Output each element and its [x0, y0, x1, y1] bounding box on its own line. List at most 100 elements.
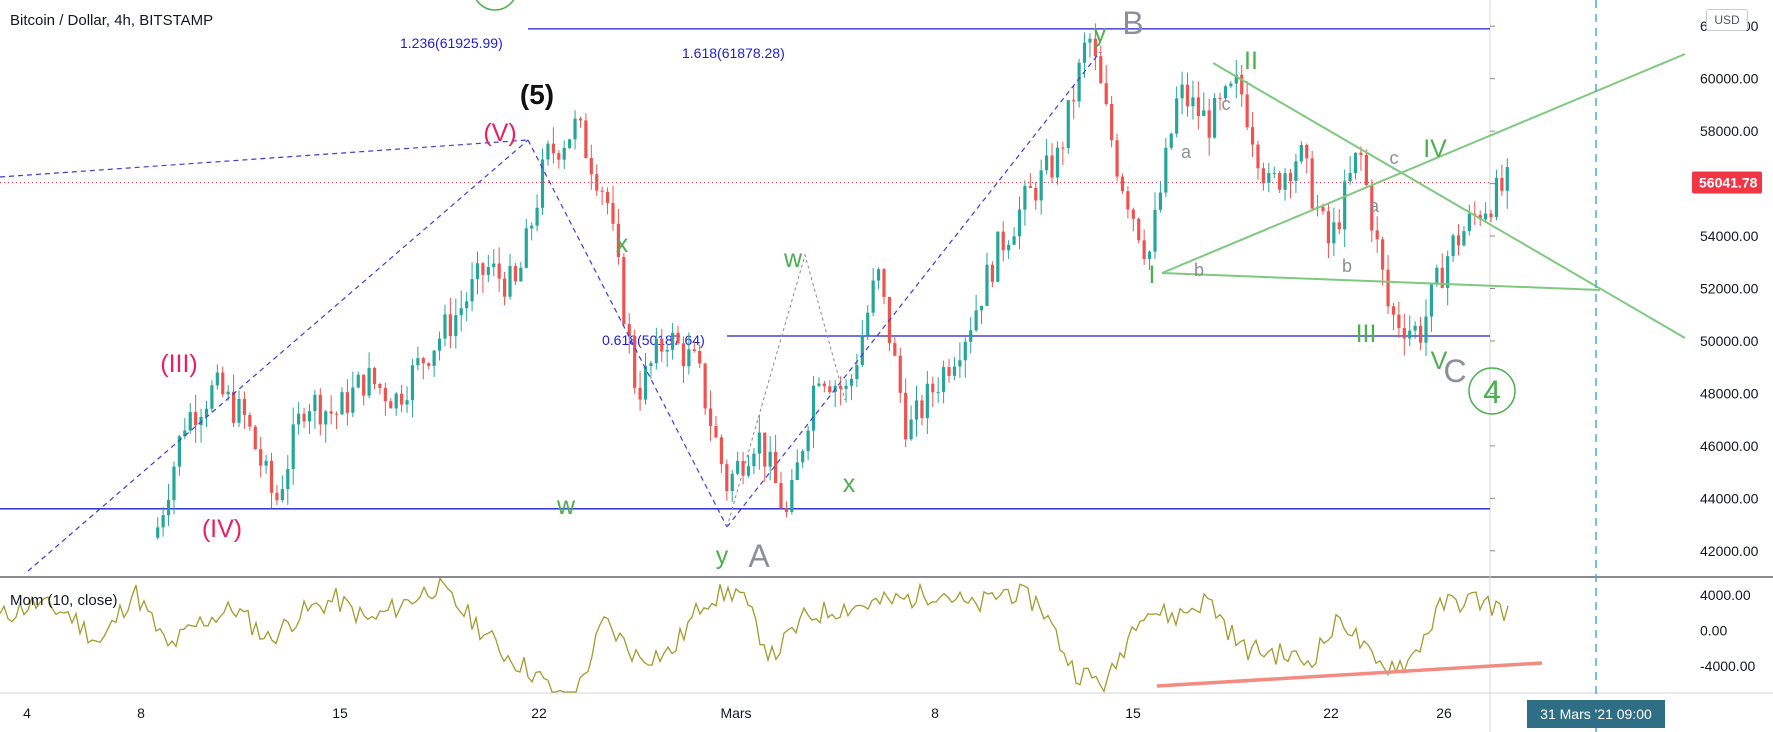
- triangle-lower-line[interactable]: [1161, 272, 1601, 291]
- candle-body: [665, 349, 669, 352]
- time-tick-label: 15: [1125, 705, 1141, 721]
- candle-body: [822, 383, 826, 387]
- momentum-tick-label: 0.00: [1700, 623, 1727, 639]
- wave-trendline[interactable]: [726, 51, 1101, 528]
- candle-body: [481, 263, 485, 275]
- indicator-label[interactable]: Mom (10, close): [10, 592, 118, 609]
- circle-4-ring: [1468, 367, 1516, 415]
- candle-body: [1456, 235, 1461, 246]
- candle-body: [1408, 330, 1412, 339]
- candle-body: [502, 278, 507, 297]
- candle-body: [497, 263, 501, 279]
- candle-body: [806, 430, 810, 452]
- candle-body: [1310, 158, 1314, 209]
- candle-body: [1473, 213, 1477, 215]
- candle-body: [1120, 176, 1125, 192]
- candle-body: [1446, 256, 1450, 288]
- candle-body: [1185, 84, 1190, 107]
- candle-body: [920, 400, 924, 419]
- candle-body: [616, 223, 621, 258]
- candle-body: [1104, 83, 1108, 105]
- subwave-label-a: a: [1181, 142, 1192, 162]
- candle-body: [524, 228, 528, 268]
- candle-body: [611, 202, 615, 224]
- candle-body: [1218, 98, 1222, 100]
- wave-drawings: [0, 0, 1686, 732]
- candle-body: [161, 515, 165, 528]
- candle-body: [1381, 239, 1385, 270]
- candle-body: [1001, 231, 1005, 251]
- candle-body: [1348, 173, 1352, 182]
- candle-body: [492, 263, 496, 267]
- candle-body: [974, 310, 978, 331]
- candle-body: [1332, 222, 1336, 244]
- candle-body: [1240, 74, 1244, 95]
- momentum-line[interactable]: [0, 577, 1509, 693]
- candle-body: [1500, 177, 1504, 191]
- candle-body: [866, 312, 870, 336]
- wave-trendline[interactable]: [0, 139, 529, 178]
- symbol-title[interactable]: Bitcoin / Dollar, 4h, BITSTAMP: [10, 12, 214, 29]
- candle-body: [676, 332, 680, 344]
- candle-body: [904, 392, 908, 440]
- candle-body: [1462, 231, 1466, 246]
- candle-body: [437, 338, 442, 351]
- wave-trendline[interactable]: [527, 139, 728, 528]
- candle-body: [1050, 155, 1054, 178]
- candle-body: [719, 437, 723, 465]
- candle-body: [1061, 147, 1065, 149]
- subwave-label-b: b: [1342, 256, 1352, 276]
- currency-button[interactable]: USD: [1706, 9, 1748, 31]
- candle-body: [914, 400, 919, 420]
- price-tick-label: 48000.00: [1700, 385, 1759, 401]
- candle-body: [925, 383, 929, 419]
- candle-body: [1294, 161, 1298, 181]
- sub-wave-line[interactable]: [726, 253, 846, 528]
- wave-label-III: (III): [160, 350, 198, 378]
- subwave-label-a: a: [1369, 196, 1380, 216]
- price-tick-label: 52000.00: [1700, 281, 1759, 297]
- candle-body: [183, 430, 187, 437]
- fibonacci-levels: 1.236(61925.99)1.618(61878.28)0.618(5018…: [0, 28, 1490, 510]
- candle-body: [703, 363, 707, 409]
- triangle-channel-line[interactable]: [1161, 53, 1686, 274]
- candle-body: [1017, 209, 1022, 237]
- candle-body: [166, 500, 171, 516]
- candle-body: [600, 190, 604, 192]
- triangle-upper-line[interactable]: [1212, 62, 1686, 339]
- wave-label-w: w: [556, 492, 576, 520]
- candle-body: [275, 492, 279, 501]
- wave-trendline[interactable]: [27, 139, 529, 572]
- wave-label-IV: IV: [1423, 135, 1447, 163]
- candle-body: [1169, 133, 1173, 148]
- candle-body: [1305, 144, 1309, 159]
- time-tick-label: 8: [931, 705, 939, 721]
- candle-body: [1066, 100, 1070, 149]
- candle-body: [1039, 170, 1043, 201]
- subwave-label-c: c: [1222, 94, 1231, 114]
- candle-body: [1126, 191, 1130, 210]
- candle-body: [725, 464, 729, 492]
- candle-body: [584, 120, 588, 159]
- candle-body: [286, 468, 290, 490]
- wave-label-x: x: [616, 230, 629, 258]
- candle-body: [1234, 74, 1238, 84]
- candle-body: [1364, 154, 1368, 185]
- candle-body: [1359, 152, 1363, 155]
- candle-body: [172, 466, 176, 501]
- divergence-trendline[interactable]: [1156, 661, 1543, 688]
- price-tick-label: 54000.00: [1700, 228, 1759, 244]
- candle-body: [1413, 325, 1417, 331]
- time-tick-label: Mars: [720, 705, 751, 721]
- price-tick-label: 46000.00: [1700, 438, 1759, 454]
- candle-body: [1397, 314, 1401, 329]
- candle-body: [1158, 192, 1163, 210]
- candle-body: [177, 436, 181, 467]
- candle-body: [1435, 267, 1439, 285]
- candle-body: [589, 158, 593, 175]
- candle-body: [383, 387, 387, 402]
- candle-body: [513, 266, 518, 282]
- candle-body: [741, 460, 745, 476]
